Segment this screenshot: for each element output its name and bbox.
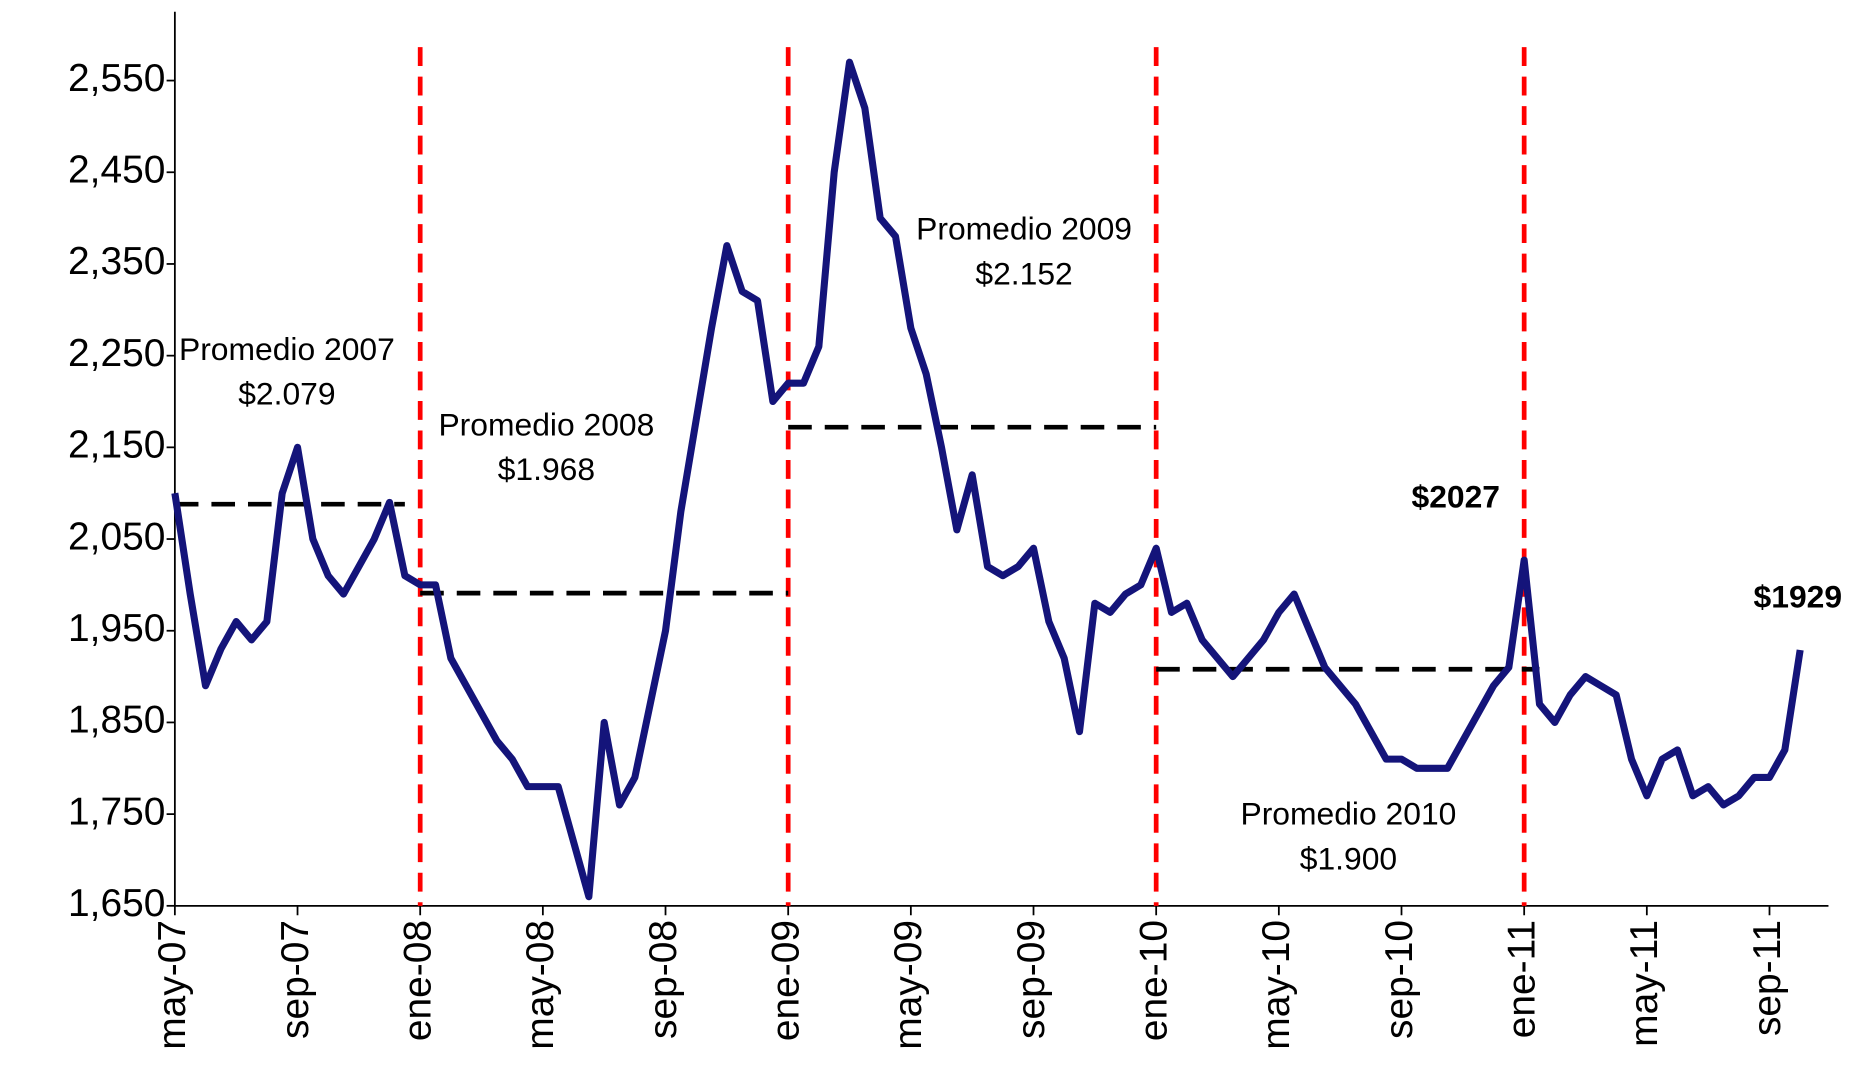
y-tick-label: 2,250: [68, 332, 165, 375]
x-tick-label: may-07: [151, 920, 194, 1050]
y-tick-label: 2,450: [68, 149, 165, 192]
x-tick-label: may-08: [519, 920, 562, 1050]
y-tick-label: 2,550: [68, 57, 165, 100]
average-value: $1.900: [1300, 840, 1397, 876]
x-tick-label: sep-08: [642, 920, 685, 1039]
x-tick-label: ene-11: [1500, 920, 1543, 1038]
price-annotation: $1929: [1754, 579, 1843, 615]
price-line: [171, 58, 1804, 901]
average-label: Promedio 2007: [179, 331, 395, 367]
x-tick-label: sep-07: [274, 920, 317, 1039]
x-tick-label: ene-09: [764, 920, 807, 1041]
x-tick-label: ene-08: [396, 920, 439, 1041]
y-tick-label: 2,150: [68, 424, 165, 467]
y-tick-label: 1,950: [68, 607, 165, 650]
x-tick-label: may-09: [887, 920, 930, 1050]
average-value: $2.079: [238, 376, 335, 412]
x-tick-label: may-10: [1255, 920, 1298, 1050]
average-label: Promedio 2009: [916, 211, 1132, 247]
average-value: $2.152: [975, 255, 1072, 291]
price-annotation: $2027: [1411, 478, 1500, 514]
x-tick-label: sep-11: [1746, 920, 1789, 1036]
y-tick-label: 2,350: [68, 240, 165, 283]
average-label: Promedio 2008: [438, 406, 654, 442]
y-tick-label: 1,750: [68, 790, 165, 833]
y-tick-label: 1,650: [68, 882, 165, 925]
average-label: Promedio 2010: [1240, 796, 1456, 832]
x-tick-label: sep-10: [1378, 920, 1421, 1039]
y-tick-label: 1,850: [68, 699, 165, 742]
x-tick-label: sep-09: [1010, 920, 1053, 1039]
x-tick-label: may-11: [1623, 920, 1666, 1047]
average-value: $1.968: [498, 451, 595, 487]
x-tick-label: ene-10: [1132, 920, 1175, 1041]
y-tick-label: 2,050: [68, 515, 165, 558]
